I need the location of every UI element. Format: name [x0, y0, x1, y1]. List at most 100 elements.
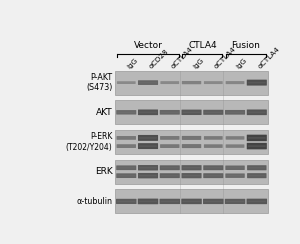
FancyBboxPatch shape [204, 201, 222, 202]
Text: AKT: AKT [96, 108, 112, 117]
FancyBboxPatch shape [204, 144, 223, 148]
FancyBboxPatch shape [138, 143, 158, 149]
Text: αCTLA4: αCTLA4 [257, 46, 281, 70]
FancyBboxPatch shape [118, 82, 134, 83]
Text: P-ERK
(T202/Y204): P-ERK (T202/Y204) [66, 132, 112, 152]
FancyBboxPatch shape [205, 137, 221, 138]
Text: αCTLA4: αCTLA4 [213, 46, 237, 70]
FancyBboxPatch shape [116, 110, 136, 114]
FancyBboxPatch shape [182, 81, 201, 84]
FancyBboxPatch shape [161, 112, 178, 113]
FancyBboxPatch shape [182, 173, 202, 178]
FancyBboxPatch shape [117, 144, 136, 148]
FancyBboxPatch shape [160, 110, 180, 115]
FancyBboxPatch shape [138, 173, 158, 178]
FancyBboxPatch shape [139, 82, 157, 83]
FancyBboxPatch shape [227, 146, 243, 147]
FancyBboxPatch shape [161, 201, 179, 202]
FancyBboxPatch shape [161, 82, 178, 83]
Text: αCTLA4: αCTLA4 [170, 46, 194, 70]
FancyBboxPatch shape [139, 112, 157, 113]
FancyBboxPatch shape [160, 81, 179, 84]
FancyBboxPatch shape [226, 112, 244, 113]
FancyBboxPatch shape [247, 135, 267, 141]
FancyBboxPatch shape [226, 136, 244, 140]
FancyBboxPatch shape [183, 175, 200, 176]
Bar [116, 189, 268, 214]
FancyBboxPatch shape [182, 201, 201, 202]
FancyBboxPatch shape [160, 173, 180, 178]
FancyBboxPatch shape [204, 112, 222, 113]
FancyBboxPatch shape [139, 137, 157, 139]
Text: IgG: IgG [126, 57, 139, 70]
Text: αCD28: αCD28 [148, 48, 170, 70]
FancyBboxPatch shape [226, 167, 244, 168]
FancyBboxPatch shape [225, 199, 245, 204]
FancyBboxPatch shape [117, 167, 135, 168]
FancyBboxPatch shape [247, 80, 267, 86]
FancyBboxPatch shape [118, 145, 135, 147]
FancyBboxPatch shape [248, 145, 266, 147]
FancyBboxPatch shape [138, 199, 158, 204]
FancyBboxPatch shape [161, 145, 178, 147]
Bar [116, 71, 268, 95]
FancyBboxPatch shape [247, 199, 267, 204]
FancyBboxPatch shape [117, 201, 135, 202]
FancyBboxPatch shape [160, 165, 180, 170]
FancyBboxPatch shape [183, 167, 200, 169]
Bar [116, 100, 268, 124]
FancyBboxPatch shape [138, 80, 158, 85]
Bar [116, 130, 268, 154]
FancyBboxPatch shape [117, 81, 136, 84]
FancyBboxPatch shape [248, 201, 266, 202]
FancyBboxPatch shape [139, 167, 157, 169]
FancyBboxPatch shape [161, 175, 178, 176]
FancyBboxPatch shape [226, 144, 244, 148]
FancyBboxPatch shape [203, 110, 223, 115]
FancyBboxPatch shape [204, 175, 222, 176]
FancyBboxPatch shape [181, 199, 202, 204]
FancyBboxPatch shape [248, 82, 266, 83]
FancyBboxPatch shape [160, 199, 180, 204]
FancyBboxPatch shape [116, 199, 136, 204]
FancyBboxPatch shape [161, 137, 178, 139]
FancyBboxPatch shape [205, 146, 221, 147]
Text: P-AKT
(S473): P-AKT (S473) [86, 73, 112, 92]
Text: α-tubulin: α-tubulin [76, 197, 112, 206]
FancyBboxPatch shape [182, 110, 202, 115]
FancyBboxPatch shape [227, 82, 243, 83]
FancyBboxPatch shape [225, 173, 245, 178]
FancyBboxPatch shape [182, 136, 201, 140]
FancyBboxPatch shape [248, 175, 266, 176]
FancyBboxPatch shape [204, 136, 223, 140]
FancyBboxPatch shape [248, 112, 266, 113]
FancyBboxPatch shape [226, 201, 244, 202]
FancyBboxPatch shape [205, 82, 221, 83]
FancyBboxPatch shape [225, 110, 245, 115]
FancyBboxPatch shape [203, 173, 223, 178]
FancyBboxPatch shape [226, 175, 244, 176]
FancyBboxPatch shape [117, 175, 135, 176]
FancyBboxPatch shape [139, 145, 157, 147]
FancyBboxPatch shape [247, 143, 267, 149]
FancyBboxPatch shape [118, 137, 135, 139]
FancyBboxPatch shape [161, 167, 178, 168]
Text: IgG: IgG [191, 57, 205, 70]
FancyBboxPatch shape [204, 81, 223, 84]
FancyBboxPatch shape [138, 110, 158, 115]
FancyBboxPatch shape [247, 165, 266, 170]
FancyBboxPatch shape [183, 112, 200, 113]
Text: Fusion: Fusion [232, 41, 260, 50]
FancyBboxPatch shape [160, 144, 179, 148]
Bar [116, 160, 268, 184]
FancyBboxPatch shape [247, 173, 266, 178]
FancyBboxPatch shape [160, 136, 179, 140]
FancyBboxPatch shape [248, 167, 266, 168]
FancyBboxPatch shape [203, 165, 223, 170]
FancyBboxPatch shape [225, 165, 245, 170]
FancyBboxPatch shape [182, 165, 202, 170]
FancyBboxPatch shape [139, 175, 157, 176]
FancyBboxPatch shape [183, 82, 200, 83]
FancyBboxPatch shape [117, 136, 136, 140]
FancyBboxPatch shape [116, 173, 136, 178]
